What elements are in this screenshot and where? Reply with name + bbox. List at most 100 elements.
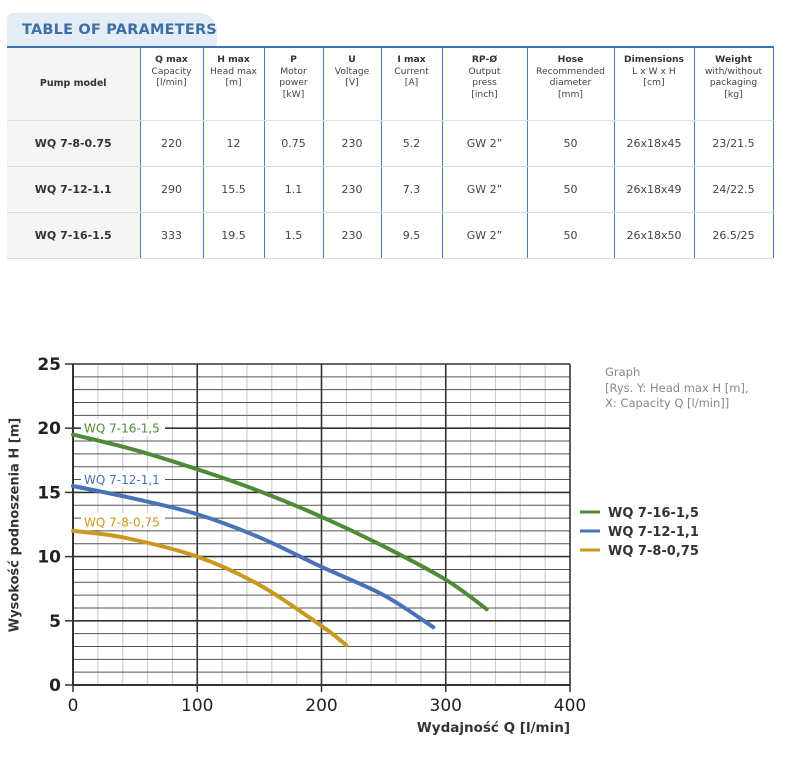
column-header: Pump model: [7, 47, 140, 121]
column-header-title: U: [348, 54, 356, 65]
pump-model-cell: WQ 7-16-1.5: [7, 212, 140, 259]
column-header-subtitle: [m]: [225, 77, 242, 88]
column-header-subtitle: Motor: [280, 65, 307, 77]
table-cell: 26x18x50: [613, 212, 694, 259]
column-header-subtitle: Current: [394, 65, 429, 77]
table-cell: GW 2”: [441, 166, 527, 213]
table-title: TABLE OF PARAMETERS: [22, 22, 217, 38]
legend-label: WQ 7-8-0,75: [608, 544, 699, 559]
table-cell: 333: [139, 212, 203, 259]
table-cell: GW 2”: [441, 212, 527, 259]
inline-series-label: WQ 7-16-1,5: [84, 422, 160, 436]
column-header: Dimensions L x W x H [cm]: [613, 47, 694, 121]
table-cell: 5.2: [380, 120, 442, 167]
column-header-subtitle: Voltage: [334, 65, 370, 77]
table-cell: 1.1: [263, 166, 323, 213]
table-cell: 26x18x49: [613, 166, 694, 213]
x-axis-label: Wydajność Q [l/min]: [417, 720, 570, 736]
column-header: RP-Ø Output press [inch]: [441, 47, 527, 121]
table-cell: 12: [202, 120, 264, 167]
inline-series-label: WQ 7-12-1,1: [84, 473, 160, 487]
parameters-table: Pump model Q max Capacity [l/min] H max Head …: [7, 46, 774, 259]
column-header-title: I max: [397, 54, 426, 65]
pump-model-cell: WQ 7-8-0.75: [7, 120, 140, 167]
column-header-subtitle: L x W x H: [632, 65, 676, 77]
inline-series-label: WQ 7-8-0,75: [84, 515, 160, 529]
table-cell: 220: [139, 120, 203, 167]
table-cell: 26.5/25: [693, 212, 774, 259]
inline-label-background: [81, 512, 165, 530]
y-tick-label: 20: [37, 419, 61, 439]
table-body: WQ 7-8-0.75 220 12 0.75 230 5.2 GW 2” 50 26x18x4…: [7, 120, 774, 259]
table-row: WQ 7-12-1.1 290 15.5 1.1 230 7.3 GW 2” 50 26x18x…: [7, 166, 774, 213]
table-cell: 24/22.5: [693, 166, 774, 213]
column-header: Weight with/without packaging [kg]: [693, 47, 774, 121]
series-line-1: [71, 432, 489, 612]
series-line-3: [71, 528, 349, 648]
column-header: Q max Capacity [l/min]: [139, 47, 203, 121]
table-cell: 230: [322, 166, 381, 213]
table-header-row: Pump model Q max Capacity [l/min] H max Head …: [7, 47, 774, 121]
column-header-subtitle: press: [472, 77, 497, 88]
table-cell: 50: [526, 120, 614, 167]
y-tick-label: 10: [37, 548, 61, 568]
pump-model-cell: WQ 7-12-1.1: [7, 166, 140, 213]
table-cell: 26x18x45: [613, 120, 694, 167]
column-header-title: Weight: [715, 54, 752, 65]
x-tick-label: 300: [430, 696, 462, 716]
inline-label-background: [81, 470, 165, 488]
column-header-subtitle: Output: [468, 65, 501, 77]
table-title-tab: TABLE OF PARAMETERS: [7, 13, 217, 46]
graph-note-line2: [Rys. Y: Head max H [m],: [605, 380, 749, 395]
table-cell: 50: [526, 166, 614, 213]
inline-label-background: [81, 419, 165, 437]
x-tick-label: 0: [68, 696, 79, 716]
column-header-subtitle: [cm]: [643, 77, 665, 88]
table-cell: 50: [526, 212, 614, 259]
column-header-subtitle: [mm]: [557, 88, 584, 100]
pump-curve-chart: 0 5 10 15 20 25 0 100 200 300 400 Wydajność Q [l/mi…: [37, 355, 699, 736]
series-line-2: [71, 483, 436, 630]
y-tick-label: 25: [37, 355, 61, 375]
column-header-title: H max: [217, 54, 250, 65]
column-header: Hose Recommended diameter [mm]: [526, 47, 614, 121]
column-header: P Motor power [kW]: [263, 47, 323, 121]
column-header-subtitle: [kg]: [724, 88, 743, 100]
legend-label: WQ 7-16-1,5: [608, 506, 699, 521]
column-header-title: P: [290, 54, 297, 65]
column-header-subtitle: [V]: [345, 77, 359, 88]
table-cell: 7.3: [380, 166, 442, 213]
column-header-subtitle: with/without: [704, 65, 763, 77]
graph-note-line3: X: Capacity Q [l/min]]: [605, 396, 730, 410]
table-cell: 230: [322, 212, 381, 259]
column-header-subtitle: [l/min]: [156, 77, 187, 88]
column-header-title: Q max: [155, 54, 188, 65]
column-header-subtitle: [kW]: [282, 88, 305, 100]
graph-note-line1: Graph: [605, 365, 641, 379]
graph-note: Graph [Rys. Y: Head max H [m], X: Capaci…: [605, 365, 749, 412]
table-cell: 19.5: [202, 212, 264, 259]
column-header-title: Dimensions: [623, 54, 685, 65]
y-tick-label: 15: [37, 483, 61, 503]
column-header-title: Hose: [557, 54, 584, 65]
legend-label: WQ 7-12-1,1: [608, 525, 699, 540]
x-tick-label: 400: [554, 696, 586, 716]
column-header-subtitle: packaging: [709, 77, 758, 88]
table-cell: 290: [139, 166, 203, 213]
column-header: H max Head max [m]: [202, 47, 264, 121]
table-cell: 15.5: [202, 166, 264, 213]
table-cell: 0.75: [263, 120, 323, 167]
column-header-subtitle: [inch]: [471, 88, 498, 100]
column-header: U Voltage [V]: [322, 47, 381, 121]
column-header-subtitle: power: [279, 77, 308, 88]
table-cell: 230: [322, 120, 381, 167]
column-header-title: Pump model: [39, 78, 107, 90]
table-cell: GW 2”: [441, 120, 527, 167]
column-header-subtitle: Capacity: [151, 65, 192, 77]
column-header-subtitle: [A]: [404, 77, 419, 88]
x-tick-label: 100: [181, 696, 213, 716]
column-header: I max Current [A]: [380, 47, 442, 121]
table-row: WQ 7-8-0.75 220 12 0.75 230 5.2 GW 2” 50 26x18x4…: [7, 120, 774, 167]
x-tick-label: 200: [305, 696, 337, 716]
column-header-subtitle: Head max: [210, 65, 257, 77]
